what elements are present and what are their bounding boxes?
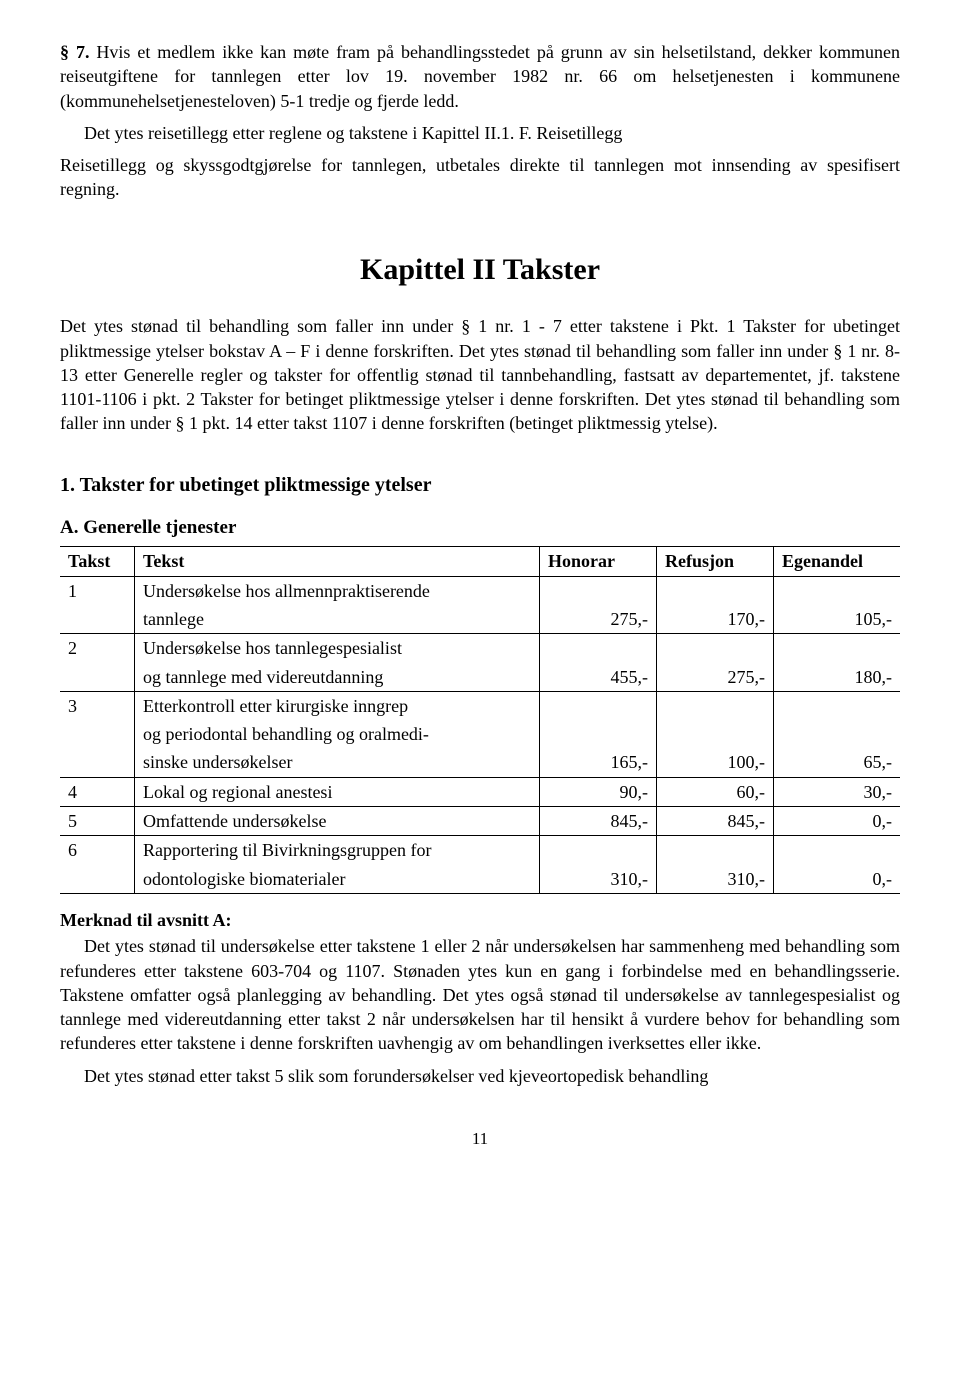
subheading-1: 1. Takster for ubetinget pliktmessige yt… [60,472,900,499]
table-row: og tannlege med videreutdanning455,-275,… [60,663,900,692]
cell-egenandel [774,720,901,748]
cell-takst: 1 [60,576,135,605]
cell-honorar: 845,- [540,807,657,836]
table-row: 4Lokal og regional anestesi90,-60,-30,- [60,777,900,806]
cell-egenandel: 65,- [774,748,901,777]
cell-tekst: Undersøkelse hos allmennpraktiserende [135,576,540,605]
cell-refusjon [657,576,774,605]
table-row: odontologiske biomaterialer310,-310,-0,- [60,865,900,894]
cell-egenandel [774,691,901,720]
cell-honorar [540,836,657,865]
cell-honorar [540,691,657,720]
cell-takst: 6 [60,836,135,865]
cell-honorar: 165,- [540,748,657,777]
tariff-table: Takst Tekst Honorar Refusjon Egenandel 1… [60,546,900,894]
paragraph-coverage: Det ytes stønad til behandling som falle… [60,314,900,435]
cell-refusjon [657,836,774,865]
cell-honorar: 275,- [540,605,657,634]
cell-tekst: odontologiske biomaterialer [135,865,540,894]
table-row: tannlege275,-170,-105,- [60,605,900,634]
cell-tekst: og tannlege med videreutdanning [135,663,540,692]
cell-takst [60,605,135,634]
cell-tekst: sinske undersøkelser [135,748,540,777]
table-row: 1Undersøkelse hos allmennpraktiserende [60,576,900,605]
th-tekst: Tekst [135,547,540,576]
cell-tekst: Omfattende undersøkelse [135,807,540,836]
chapter-title: Kapittel II Takster [60,250,900,291]
cell-refusjon: 100,- [657,748,774,777]
page-number: 11 [60,1128,900,1151]
cell-refusjon: 845,- [657,807,774,836]
cell-egenandel: 0,- [774,865,901,894]
paragraph-travel-supplement: Det ytes reisetillegg etter reglene og t… [60,121,900,145]
cell-tekst: Lokal og regional anestesi [135,777,540,806]
cell-egenandel [774,576,901,605]
cell-tekst: Undersøkelse hos tannlegespesialist [135,634,540,663]
cell-honorar: 310,- [540,865,657,894]
th-takst: Takst [60,547,135,576]
cell-takst [60,865,135,894]
cell-refusjon [657,634,774,663]
note-paragraph-1: Det ytes stønad til undersøkelse etter t… [60,934,900,1055]
cell-takst: 2 [60,634,135,663]
table-row: og periodontal behandling og oralmedi- [60,720,900,748]
cell-egenandel: 0,- [774,807,901,836]
paragraph-payment: Reisetillegg og skyssgodtgjørelse for ta… [60,153,900,202]
cell-egenandel: 105,- [774,605,901,634]
table-row: 2Undersøkelse hos tannlegespesialist [60,634,900,663]
paragraph-7: § 7. Hvis et medlem ikke kan møte fram p… [60,40,900,113]
th-egenandel: Egenandel [774,547,901,576]
cell-tekst: og periodontal behandling og oralmedi- [135,720,540,748]
th-refusjon: Refusjon [657,547,774,576]
section-number: § 7. [60,42,89,62]
cell-refusjon: 170,- [657,605,774,634]
table-header-row: Takst Tekst Honorar Refusjon Egenandel [60,547,900,576]
table-row: sinske undersøkelser165,-100,-65,- [60,748,900,777]
cell-egenandel [774,836,901,865]
cell-takst [60,663,135,692]
para-text: Hvis et medlem ikke kan møte fram på beh… [60,42,900,111]
cell-takst: 3 [60,691,135,720]
cell-honorar: 90,- [540,777,657,806]
cell-refusjon: 60,- [657,777,774,806]
cell-egenandel: 180,- [774,663,901,692]
th-honorar: Honorar [540,547,657,576]
table-row: 5Omfattende undersøkelse845,-845,-0,- [60,807,900,836]
cell-tekst: tannlege [135,605,540,634]
cell-takst [60,748,135,777]
cell-takst: 5 [60,807,135,836]
cell-refusjon [657,720,774,748]
cell-honorar [540,634,657,663]
cell-tekst: Etterkontroll etter kirurgiske inngrep [135,691,540,720]
cell-honorar [540,720,657,748]
cell-egenandel [774,634,901,663]
table-row: 3Etterkontroll etter kirurgiske inngrep [60,691,900,720]
subheading-a: A. Generelle tjenester [60,515,900,541]
cell-honorar: 455,- [540,663,657,692]
cell-honorar [540,576,657,605]
table-row: 6Rapportering til Bivirkningsgruppen for [60,836,900,865]
cell-takst [60,720,135,748]
cell-refusjon [657,691,774,720]
note-heading: Merknad til avsnitt A: [60,908,900,932]
cell-egenandel: 30,- [774,777,901,806]
note-paragraph-2: Det ytes stønad etter takst 5 slik som f… [60,1064,900,1088]
cell-takst: 4 [60,777,135,806]
cell-tekst: Rapportering til Bivirkningsgruppen for [135,836,540,865]
cell-refusjon: 310,- [657,865,774,894]
cell-refusjon: 275,- [657,663,774,692]
